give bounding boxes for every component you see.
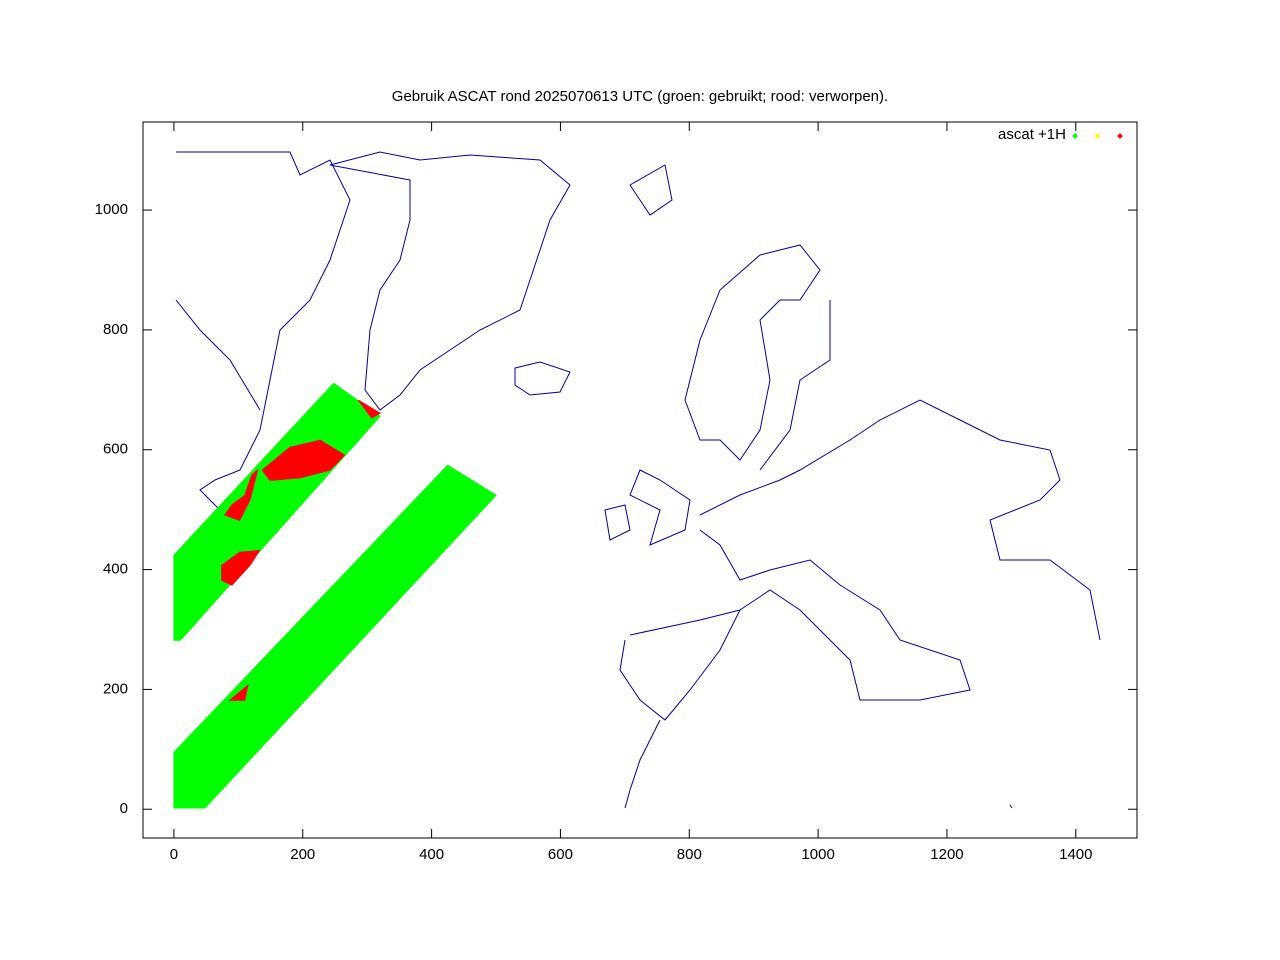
x-tick-label: 400: [419, 846, 444, 863]
coast-svalbard: [629, 164, 673, 216]
coast-greenland: [329, 151, 571, 411]
y-tick-label: 1000: [95, 201, 128, 218]
legend-marker: [1117, 133, 1123, 139]
chart-title: Gebruik ASCAT rond 2025070613 UTC (groen…: [392, 88, 888, 105]
x-tick-label: 1200: [930, 846, 963, 863]
coast-scandinavia: [684, 244, 831, 471]
x-tick-label: 1000: [801, 846, 834, 863]
x-tick-label: 1400: [1059, 846, 1092, 863]
swath-region: [261, 439, 346, 481]
legend-marker: [1094, 133, 1101, 139]
y-tick-label: 600: [103, 441, 128, 458]
legend-label: ascat +1H: [998, 126, 1066, 143]
x-tick-label: 600: [548, 846, 573, 863]
x-tick-label: 200: [290, 846, 315, 863]
legend-marker: [1072, 133, 1078, 139]
plot-frame: [142, 121, 1138, 839]
swath-region: [357, 399, 382, 419]
coast-britain: [604, 469, 691, 546]
coast-europe: [619, 399, 1101, 721]
x-tick-label: 0: [170, 846, 178, 863]
plot-marks: [173, 382, 497, 809]
y-tick-label: 200: [103, 680, 128, 697]
coast-iceland: [514, 361, 571, 396]
y-tick-label: 400: [103, 561, 128, 578]
coast-africa: [624, 719, 1013, 809]
swath-region: [228, 683, 249, 701]
swath-region: [224, 468, 259, 522]
coastlines: [175, 151, 1101, 809]
x-tick-label: 800: [677, 846, 702, 863]
coast-canada: [175, 151, 351, 516]
y-tick-label: 800: [103, 321, 128, 338]
y-tick-label: 0: [120, 800, 128, 817]
swath-region: [173, 464, 497, 809]
swath-region: [221, 549, 261, 586]
